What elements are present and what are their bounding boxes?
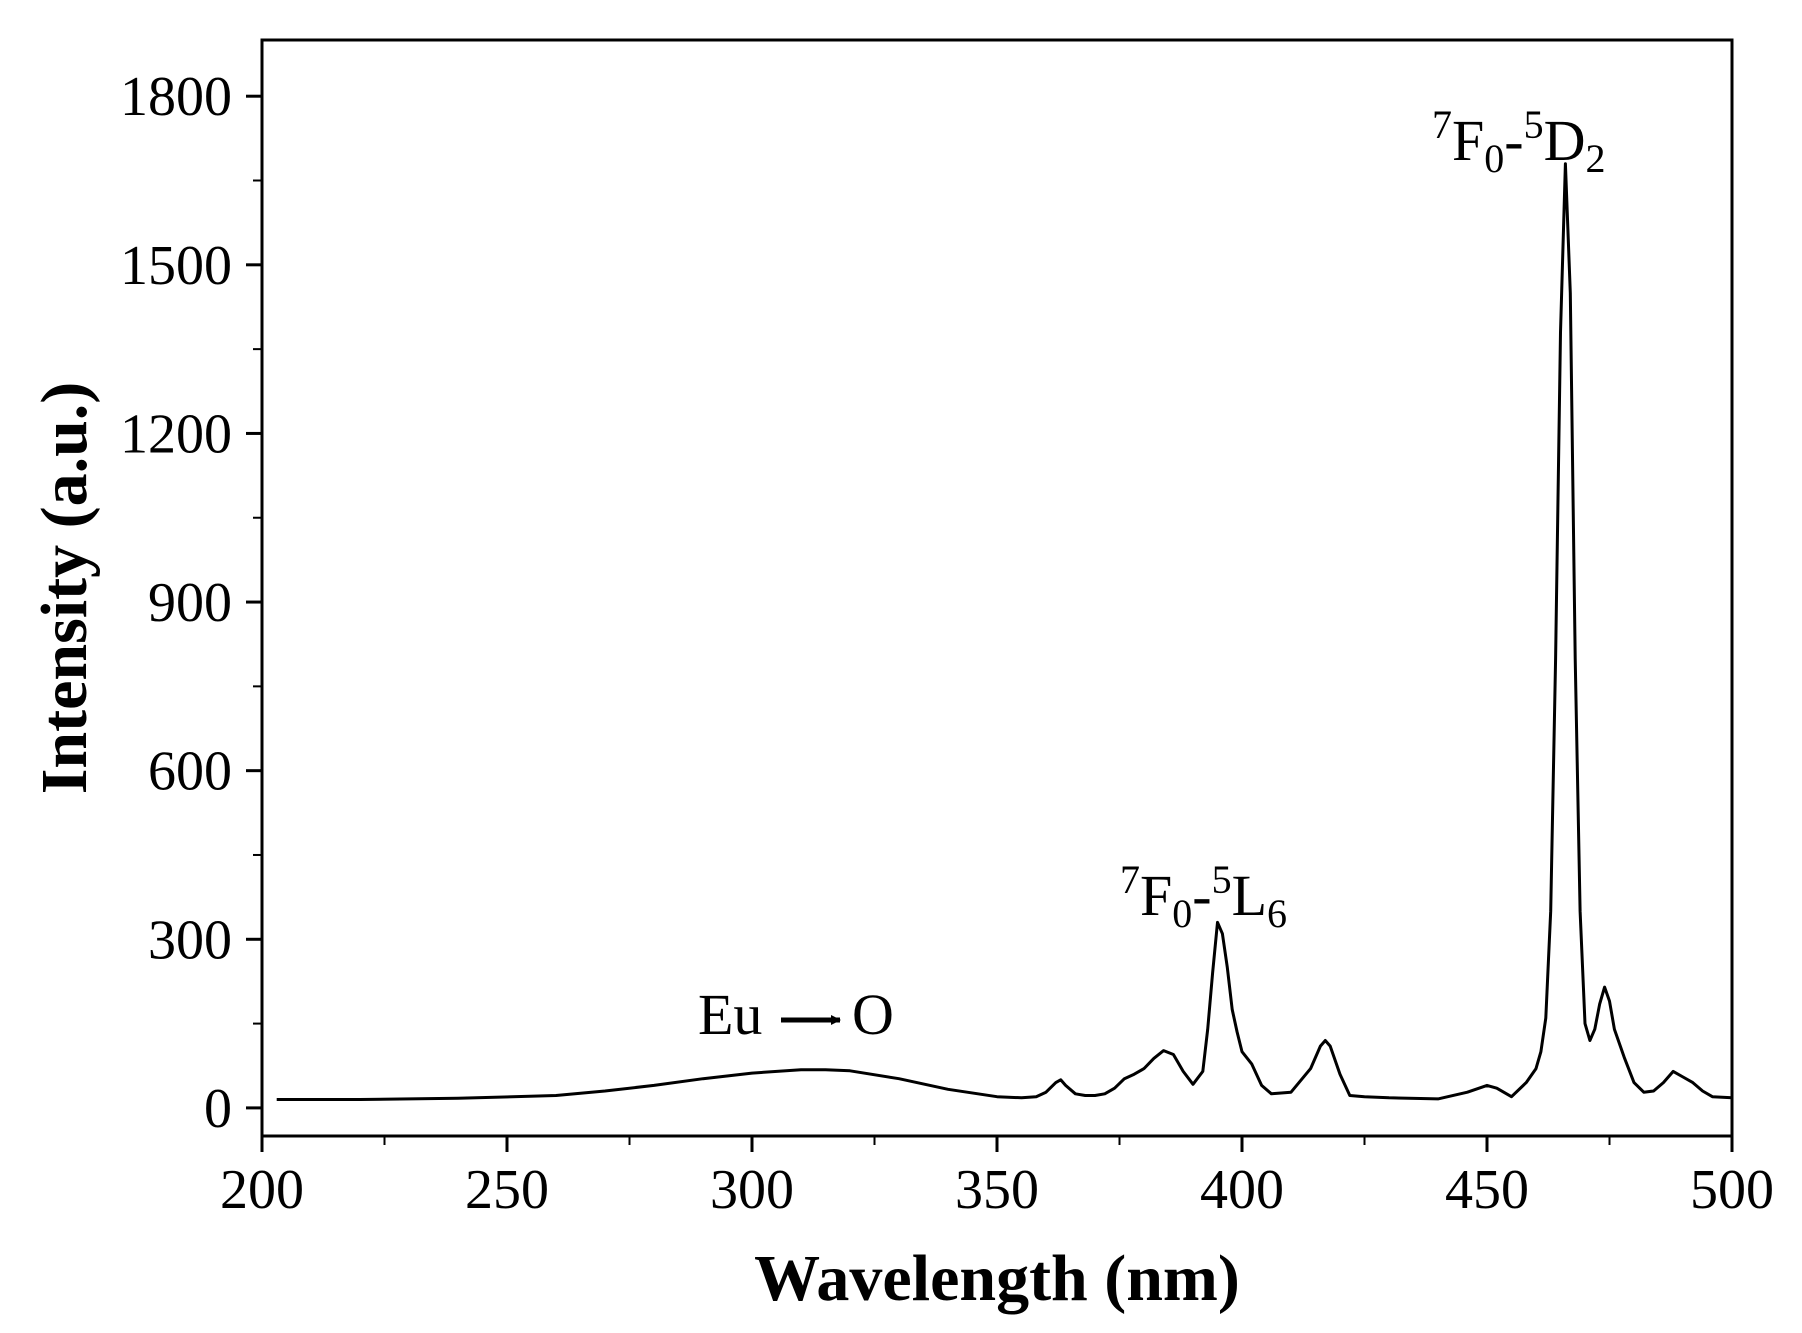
annotation-part: 6 [1267,891,1287,936]
annotation-part: 2 [1585,136,1605,181]
x-tick-label: 450 [1445,1159,1529,1221]
x-tick-label: 500 [1690,1159,1774,1221]
x-tick-label: 350 [955,1159,1039,1221]
annotation-7f0-5l6: 7F0-5L6 [1120,857,1287,936]
annotation-part: - [1504,108,1523,173]
annotation-part: 7 [1120,857,1140,902]
annotation-part: 5 [1524,102,1544,147]
svg-text:EuO: Eu O [698,982,894,1047]
x-tick-label: 300 [710,1159,794,1221]
annotation-eu-o: Eu O [698,982,894,1047]
svg-text:7F0-5L6: 7F0-5L6 [1120,857,1287,936]
y-tick-label: 1800 [120,66,232,128]
x-tick-label: 400 [1200,1159,1284,1221]
spectrum-line [276,162,1733,1101]
annotation-part: - [1192,863,1211,928]
y-tick-label: 0 [204,1078,232,1140]
annotation-part: 0 [1172,891,1192,936]
x-axis: 200 250 300 350 400 450 500 [220,1136,1774,1221]
svg-text:7F0-5D2: 7F0-5D2 [1432,102,1605,181]
annotation-part: 5 [1212,857,1232,902]
x-axis-title: Wavelength (nm) [754,1242,1240,1315]
annotation-7f0-5d2: 7F0-5D2 [1432,102,1605,181]
y-axis-title: Intensity (a.u.) [28,382,101,795]
y-axis: 0 300 600 900 1200 1500 1800 [120,66,262,1140]
plot-frame [260,38,1734,1138]
y-tick-label: 900 [148,572,232,634]
annotation-part: 7 [1432,102,1452,147]
x-tick-label: 200 [220,1159,304,1221]
y-tick-label: 1500 [120,235,232,297]
annotation-part: D [1544,108,1586,173]
annotation-part: F [1140,863,1172,928]
y-tick-label: 1200 [120,403,232,465]
annotation-part: Eu [698,982,762,1047]
annotation-part: 0 [1484,136,1504,181]
y-tick-label: 300 [148,909,232,971]
x-tick-label: 250 [465,1159,549,1221]
y-tick-label: 600 [148,741,232,803]
annotation-part: L [1232,863,1267,928]
annotation-part: F [1452,108,1484,173]
annotation-part: O [852,982,894,1047]
